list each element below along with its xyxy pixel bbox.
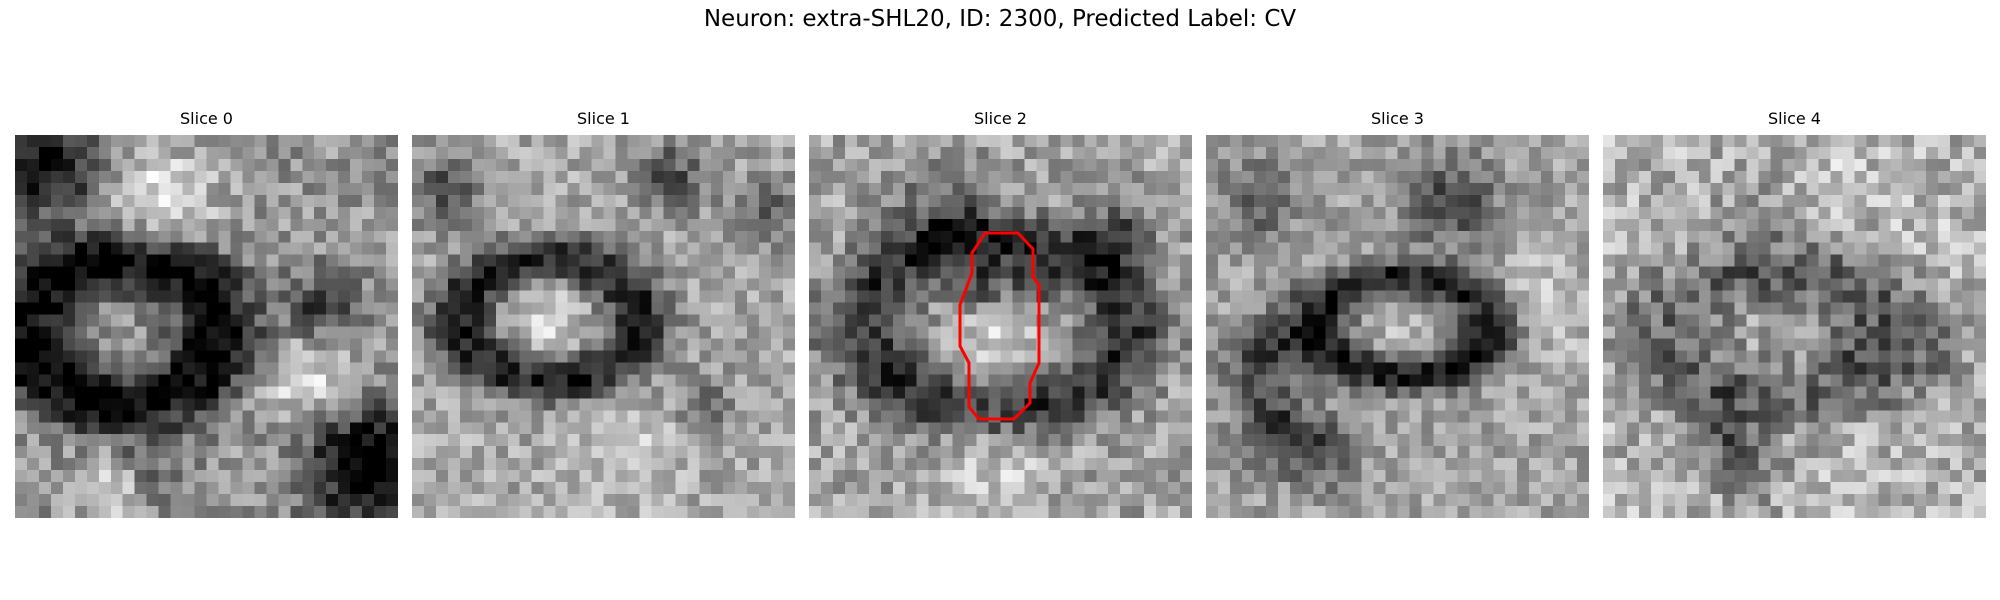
slice-title-2: Slice 2 xyxy=(974,109,1027,128)
slice-image-4 xyxy=(1603,135,1986,518)
slice-panel-3: Slice 3 xyxy=(1206,108,1589,518)
slice-image-0 xyxy=(15,135,398,518)
slice-title-3: Slice 3 xyxy=(1371,109,1424,128)
slice-image-2 xyxy=(809,135,1192,518)
slice-title-4: Slice 4 xyxy=(1768,109,1821,128)
slice-panel-1: Slice 1 xyxy=(412,108,795,518)
slice-panel-4: Slice 4 xyxy=(1603,108,1986,518)
figure-title: Neuron: extra-SHL20, ID: 2300, Predicted… xyxy=(703,6,1297,32)
slice-title-1: Slice 1 xyxy=(577,109,630,128)
slice-image-1 xyxy=(412,135,795,518)
slice-image-3 xyxy=(1206,135,1589,518)
slice-panel-0: Slice 0 xyxy=(15,108,398,518)
slice-panel-2: Slice 2 xyxy=(809,108,1192,518)
slice-title-0: Slice 0 xyxy=(180,109,233,128)
